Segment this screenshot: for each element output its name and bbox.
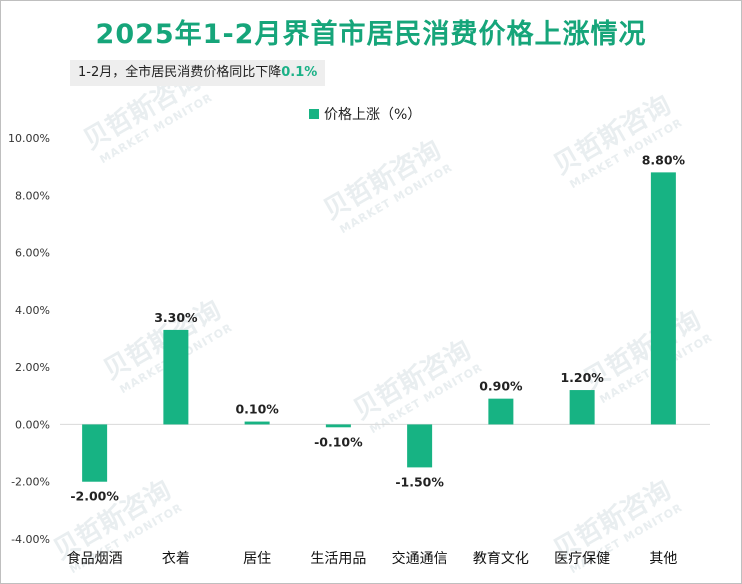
- bar: [244, 421, 270, 425]
- data-label: 1.20%: [560, 370, 604, 385]
- data-label: 0.10%: [235, 402, 279, 417]
- y-tick-label: 8.00%: [15, 189, 50, 202]
- bar: [488, 398, 514, 425]
- bar: [163, 329, 189, 425]
- x-category-label: 居住: [243, 551, 271, 567]
- bar: [569, 390, 595, 425]
- bar: [650, 172, 676, 425]
- x-category-label: 食品烟酒: [67, 550, 123, 567]
- bar: [407, 424, 433, 468]
- data-label: -2.00%: [70, 489, 119, 504]
- x-category-label: 生活用品: [310, 551, 366, 567]
- y-tick-label: 4.00%: [15, 304, 50, 317]
- x-category-label: 交通通信: [392, 550, 448, 567]
- data-label: -1.50%: [395, 474, 444, 489]
- y-tick-label: 2.00%: [15, 361, 50, 374]
- x-category-label: 教育文化: [473, 551, 529, 567]
- chart-title: 2025年1-2月界首市居民消费价格上涨情况: [95, 19, 647, 50]
- legend-swatch: [309, 109, 319, 119]
- data-label: 3.30%: [154, 310, 198, 325]
- x-category-label: 其他: [649, 551, 677, 567]
- y-tick-label: 6.00%: [15, 247, 50, 260]
- y-tick-label: 10.00%: [8, 132, 50, 145]
- bar: [325, 424, 351, 428]
- y-tick-label: 0.00%: [15, 418, 50, 431]
- legend-label: 价格上涨（%）: [324, 107, 421, 123]
- legend: 价格上涨（%）: [309, 107, 421, 123]
- bar: [82, 424, 108, 482]
- x-category-label: 衣着: [162, 551, 190, 567]
- bars: [82, 172, 676, 482]
- data-labels: -2.00% 3.30% 0.10% -0.10% -1.50% 0.90% 1.20% 8.…: [70, 152, 685, 503]
- summary-note: 1-2月，全市居民消费价格同比下降0.1%: [70, 60, 326, 86]
- summary-note-text: 1-2月，全市居民消费价格同比下降: [78, 65, 282, 80]
- y-axis: -4.00% -2.00% 0.00% 2.00% 4.00% 6.00% 8.00% 10.…: [8, 132, 50, 546]
- x-axis-categories: 食品烟酒 衣着 居住 生活用品 交通通信 教育文化 医疗保健 其他: [67, 550, 678, 567]
- data-label: 0.90%: [479, 379, 523, 394]
- x-category-label: 医疗保健: [554, 551, 610, 567]
- data-label: -0.10%: [314, 434, 363, 449]
- data-label: 8.80%: [642, 152, 686, 167]
- y-tick-label: -2.00%: [11, 476, 50, 489]
- y-tick-label: -4.00%: [11, 533, 50, 546]
- summary-note-value: 0.1%: [281, 65, 318, 80]
